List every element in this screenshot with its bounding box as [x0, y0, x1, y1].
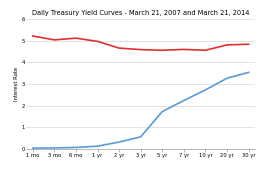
Y-axis label: Interest Rate: Interest Rate — [14, 67, 19, 101]
Line: Yield curve for March 21, 2007: Yield curve for March 21, 2007 — [33, 36, 249, 50]
Yield curve for March 21, 2014 — [96, 145, 99, 147]
Yield curve for March 21, 2007 — [225, 44, 229, 46]
Yield curve for March 21, 2007 — [204, 49, 207, 51]
Yield curve for March 21, 2007 — [182, 48, 185, 51]
Yield curve for March 21, 2014 — [247, 71, 250, 74]
Yield curve for March 21, 2007 — [161, 49, 164, 51]
Yield curve for March 21, 2014 — [53, 147, 56, 149]
Yield curve for March 21, 2007 — [53, 39, 56, 41]
Yield curve for March 21, 2007 — [118, 47, 121, 49]
Yield curve for March 21, 2014 — [118, 141, 121, 143]
Title: Daily Treasury Yield Curves - March 21, 2007 and March 21, 2014: Daily Treasury Yield Curves - March 21, … — [32, 10, 249, 16]
Yield curve for March 21, 2007 — [247, 43, 250, 45]
Yield curve for March 21, 2014 — [204, 89, 207, 91]
Yield curve for March 21, 2007 — [31, 35, 34, 37]
Yield curve for March 21, 2014 — [225, 77, 229, 79]
Yield curve for March 21, 2007 — [96, 40, 99, 43]
Yield curve for March 21, 2014 — [74, 146, 78, 149]
Yield curve for March 21, 2014 — [139, 136, 142, 138]
Yield curve for March 21, 2014 — [161, 110, 164, 113]
Yield curve for March 21, 2014 — [31, 147, 34, 149]
Yield curve for March 21, 2007 — [74, 37, 78, 39]
Yield curve for March 21, 2014 — [182, 99, 185, 102]
Line: Yield curve for March 21, 2014: Yield curve for March 21, 2014 — [33, 72, 249, 148]
Yield curve for March 21, 2007 — [139, 49, 142, 51]
